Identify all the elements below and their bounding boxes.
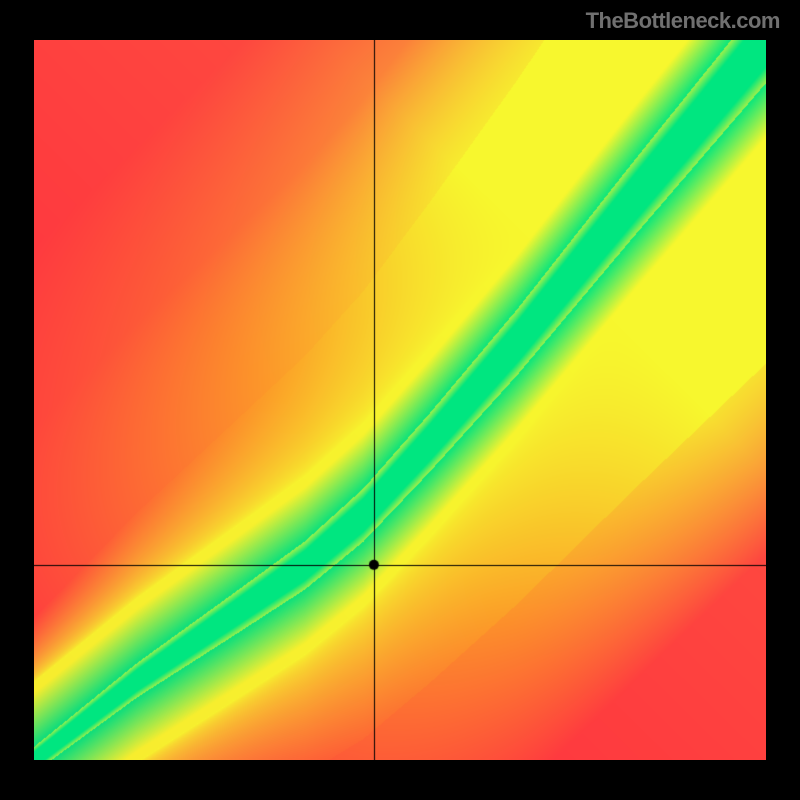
heatmap-canvas (34, 40, 766, 760)
chart-container: TheBottleneck.com (0, 0, 800, 800)
watermark-text: TheBottleneck.com (586, 8, 780, 34)
